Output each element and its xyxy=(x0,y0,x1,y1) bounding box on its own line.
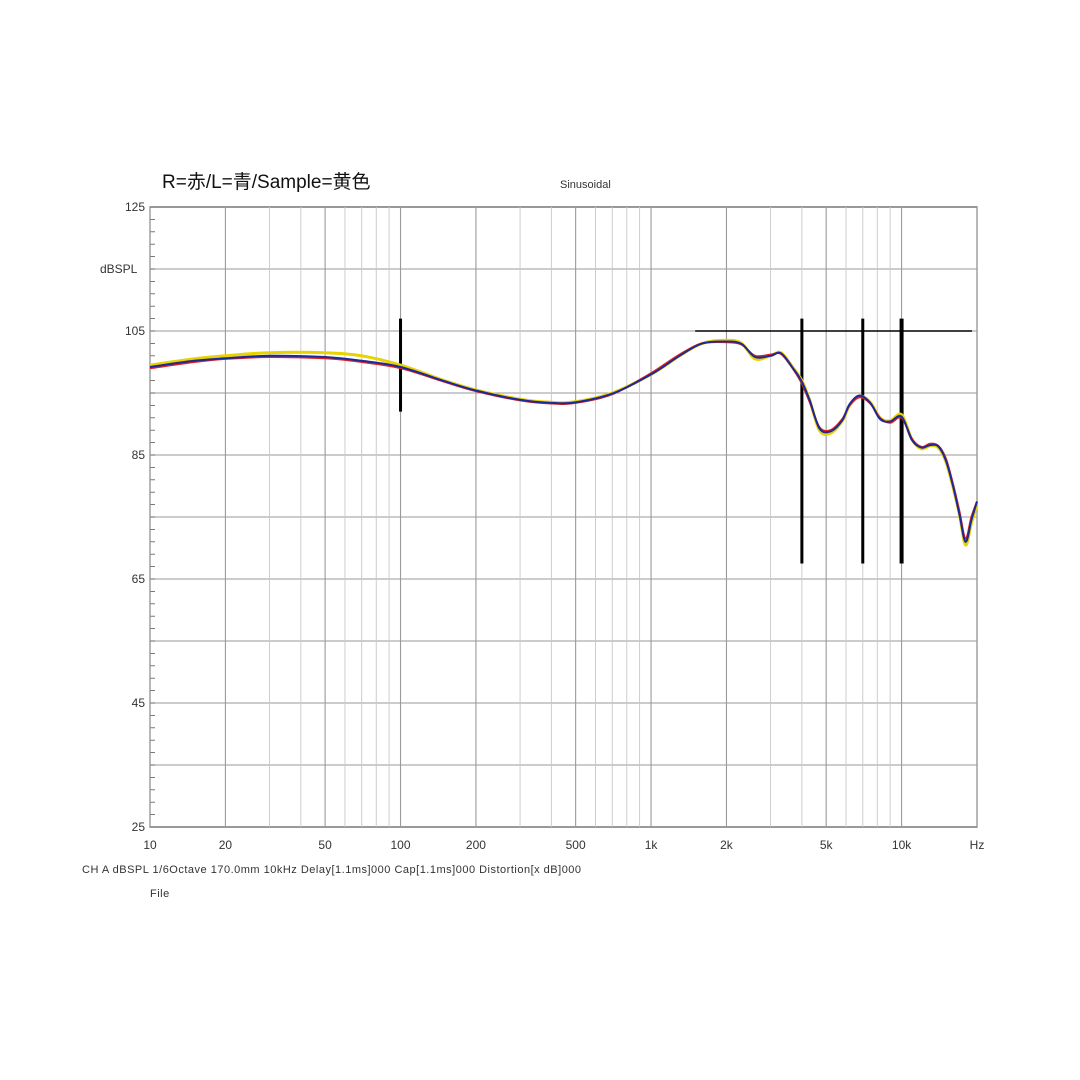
x-tick-label: Hz xyxy=(970,838,985,852)
series-lines xyxy=(149,338,979,547)
status-bar-text: CH A dBSPL 1/6Octave 170.0mm 10kHz Delay… xyxy=(82,864,582,876)
y-tick-label: 105 xyxy=(125,324,145,338)
y-axis-label: dBSPL xyxy=(100,262,138,276)
series-line-0 xyxy=(149,338,979,547)
file-label: File xyxy=(150,888,170,900)
y-tick-label: 45 xyxy=(132,696,146,710)
x-tick-label: 500 xyxy=(566,838,586,852)
chart-title: R=赤/L=青/Sample=黄色 xyxy=(162,171,371,193)
y-tick-label: 25 xyxy=(132,820,146,834)
x-tick-label: 5k xyxy=(820,838,834,852)
y-tick-label: 85 xyxy=(132,448,146,462)
x-tick-label: 200 xyxy=(466,838,486,852)
x-tick-labels: 10 20 50 100 200 500 1k 2k 5k 10k Hz xyxy=(143,838,984,852)
x-tick-label: 50 xyxy=(318,838,332,852)
x-tick-label: 20 xyxy=(219,838,233,852)
y-tick-label: 125 xyxy=(125,200,145,214)
x-tick-label: 10 xyxy=(143,838,157,852)
series-line-2 xyxy=(149,340,978,543)
cursor-lines xyxy=(399,318,972,564)
x-tick-label: 2k xyxy=(720,838,734,852)
x-tick-label: 100 xyxy=(391,838,411,852)
series-line-1 xyxy=(149,340,978,540)
x-tick-label: 10k xyxy=(892,838,912,852)
x-tick-label: 1k xyxy=(645,838,659,852)
y-tick-label: 65 xyxy=(132,572,146,586)
y-tick-labels: 125 105 85 65 45 25 xyxy=(125,200,145,834)
grid xyxy=(149,206,978,828)
chart-subtitle: Sinusoidal xyxy=(560,179,611,191)
